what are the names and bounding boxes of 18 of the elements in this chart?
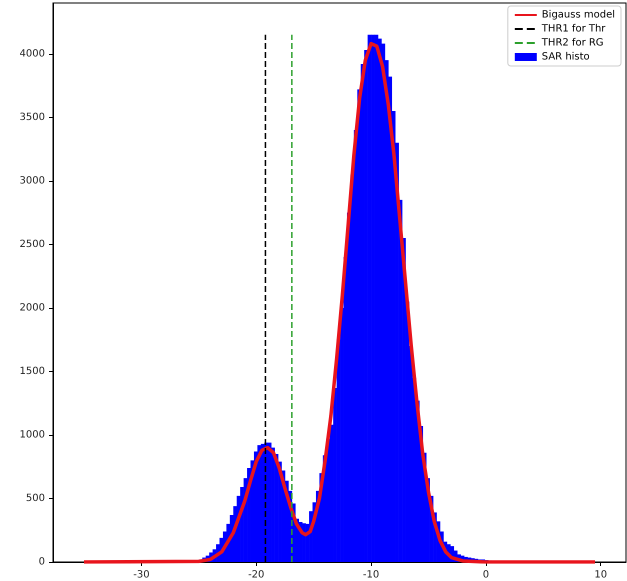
y-tick-label: 500: [26, 492, 45, 504]
legend-label: THR2 for RG: [540, 38, 604, 48]
x-tick-label: 0: [482, 570, 490, 580]
y-tick-label: 2000: [20, 302, 45, 314]
y-tick-label: 3000: [20, 175, 45, 186]
x-tick-label: -20: [248, 570, 264, 580]
y-tick-label: 3500: [20, 112, 45, 123]
y-tick-label: 2500: [20, 238, 45, 250]
x-tick-label: 10: [594, 570, 608, 580]
y-tick-label: 0: [38, 556, 45, 568]
y-tick-label: 4000: [20, 48, 45, 60]
y-tick-label: 1000: [20, 429, 45, 440]
y-tick-label: 1500: [20, 366, 45, 377]
x-tick-label: -30: [133, 570, 150, 580]
legend-label: Bigauss model: [542, 10, 616, 20]
legend-label: SAR histo: [542, 52, 590, 62]
legend-label: THR1 for Thr: [540, 24, 606, 34]
x-tick-label: -10: [362, 570, 380, 580]
